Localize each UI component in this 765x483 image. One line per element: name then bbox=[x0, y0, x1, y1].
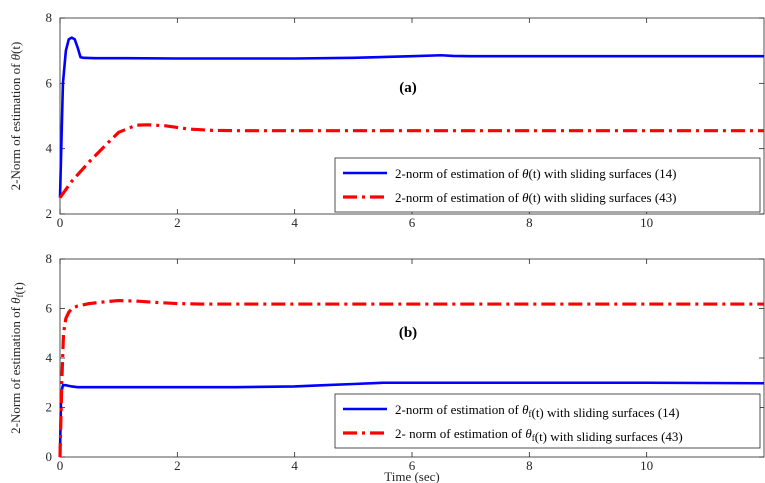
x-tick-label: 2 bbox=[174, 458, 181, 473]
x-tick-label: 10 bbox=[640, 215, 653, 230]
panel-label: (b) bbox=[399, 325, 417, 341]
y-tick-label: 8 bbox=[46, 10, 53, 25]
chart-panel-2: 0 2 4 6 8 0 2 4 6 8 10 2-Norm of estimation of θf(t… bbox=[8, 251, 765, 483]
legend: 2-norm of estimation of θf(t) with slidi… bbox=[334, 393, 761, 449]
legend-box bbox=[334, 157, 761, 213]
x-tick-label: 6 bbox=[409, 215, 416, 230]
y-tick-label: 6 bbox=[46, 75, 53, 90]
y-tick-label: 0 bbox=[46, 449, 53, 464]
panel-label: (a) bbox=[399, 80, 417, 96]
x-tick-label: 0 bbox=[57, 458, 64, 473]
y-tick-label: 4 bbox=[46, 141, 53, 156]
series-line-2 bbox=[58, 298, 764, 458]
x-tick-label: 8 bbox=[526, 215, 533, 230]
x-tick-label: 8 bbox=[526, 458, 533, 473]
y-tick-label: 2 bbox=[46, 206, 53, 221]
y-tick-label: 2 bbox=[46, 400, 53, 415]
x-tick-label: 4 bbox=[291, 458, 298, 473]
series-line-1 bbox=[58, 36, 764, 198]
y-axis-label: 2-Norm of estimation of θf(t) bbox=[8, 282, 26, 434]
x-tick-label: 10 bbox=[640, 458, 653, 473]
y-tick-label: 6 bbox=[46, 301, 53, 316]
legend: 2-norm of estimation of θ(t) with slidin… bbox=[334, 157, 761, 213]
x-tick-label: 6 bbox=[409, 458, 416, 473]
legend-box bbox=[334, 393, 761, 449]
legend-entry-1: 2-norm of estimation of θf(t) with slidi… bbox=[395, 402, 680, 420]
series-line-2 bbox=[58, 123, 764, 199]
x-tick-label: 0 bbox=[57, 215, 64, 230]
legend-entry-1: 2-norm of estimation of θ(t) with slidin… bbox=[395, 166, 677, 181]
x-tick-label: 4 bbox=[291, 215, 298, 230]
x-axis-label: Time (sec) bbox=[384, 469, 440, 483]
y-tick-label: 4 bbox=[46, 350, 53, 365]
y-tick-label: 8 bbox=[46, 251, 53, 266]
series-line-1 bbox=[58, 381, 765, 453]
x-tick-label: 2 bbox=[174, 215, 181, 230]
legend-entry-2: 2-norm of estimation of θ(t) with slidin… bbox=[395, 190, 677, 205]
y-axis-label: 2-Norm of estimation of θ(t) bbox=[8, 42, 23, 191]
legend-entry-2: 2- norm of estimation of θf(t) with slid… bbox=[395, 426, 683, 444]
